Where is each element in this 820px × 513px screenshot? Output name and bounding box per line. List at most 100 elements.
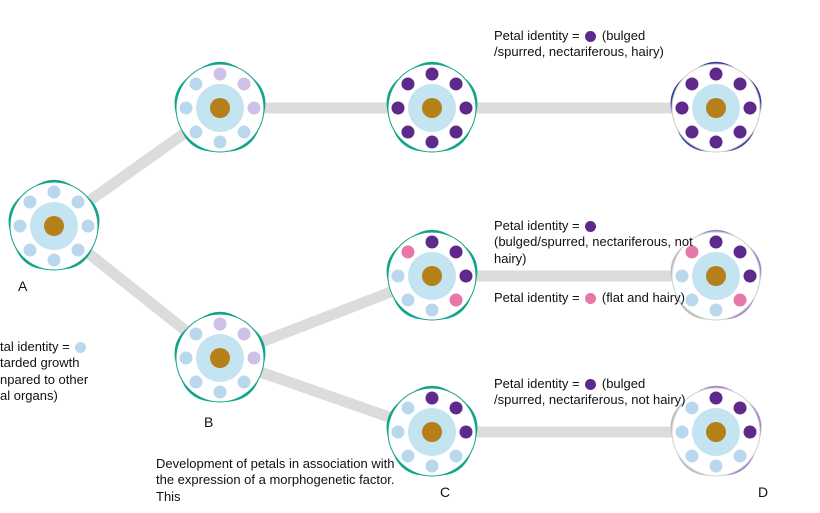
petal-dot xyxy=(450,245,463,258)
petal-dot xyxy=(189,126,202,139)
petal-dot xyxy=(401,126,414,139)
petal-dot xyxy=(392,270,405,283)
petal-dot xyxy=(72,244,85,257)
petal-dot xyxy=(710,236,723,249)
center-dot xyxy=(706,98,726,118)
color-dot xyxy=(585,293,596,304)
color-dot xyxy=(585,31,596,42)
flower-D_top xyxy=(658,50,774,169)
center-dot xyxy=(706,422,726,442)
label-line: npared to other xyxy=(0,372,140,388)
flower-B_top xyxy=(162,50,278,169)
petal-dot xyxy=(710,136,723,149)
label-line: tarded growth xyxy=(0,355,140,371)
petal-dot xyxy=(392,426,405,439)
petal-dot xyxy=(214,136,227,149)
petal-dot xyxy=(426,68,439,81)
center-dot xyxy=(210,348,230,368)
color-dot xyxy=(585,221,596,232)
petal-dot xyxy=(450,77,463,90)
center-dot xyxy=(422,266,442,286)
petal-dot xyxy=(189,327,202,340)
petal-dot xyxy=(685,126,698,139)
petal-dot xyxy=(238,126,251,139)
petal-dot xyxy=(180,352,193,365)
label-line: al organs) xyxy=(0,388,140,404)
flower-B_bot xyxy=(162,300,278,419)
petal-dot xyxy=(426,392,439,405)
petal-dot xyxy=(214,68,227,81)
petal-dot xyxy=(426,304,439,317)
petal-dot xyxy=(180,102,193,115)
petal-dot xyxy=(710,460,723,473)
petal-dot xyxy=(23,195,36,208)
label-suffix: (flat and hairy) xyxy=(598,290,685,305)
petal-dot xyxy=(82,220,95,233)
label-prefix: Petal identity = xyxy=(494,290,583,305)
flower-C_top xyxy=(374,50,490,169)
stage-label-D: D xyxy=(758,484,768,500)
label-left-frag: tal identity = tarded growthnpared to ot… xyxy=(0,339,140,404)
petal-dot xyxy=(401,294,414,307)
petal-dot xyxy=(23,244,36,257)
label-caption: Development of petals in association wit… xyxy=(156,456,416,505)
center-dot xyxy=(706,266,726,286)
label-top: Petal identity = (bulged /spurred, necta… xyxy=(494,28,694,61)
petal-dot xyxy=(426,236,439,249)
petal-dot xyxy=(710,392,723,405)
petal-dot xyxy=(676,270,689,283)
petal-dot xyxy=(426,460,439,473)
label-prefix: Petal identity = xyxy=(494,28,583,43)
petal-dot xyxy=(392,102,405,115)
label-suffix: (bulged/spurred, nectariferous, not hair… xyxy=(494,234,693,265)
petal-dot xyxy=(460,102,473,115)
petal-dot xyxy=(238,376,251,389)
stage-label-B: B xyxy=(204,414,213,430)
label-mid2: Petal identity = (flat and hairy) xyxy=(494,290,694,306)
petal-dot xyxy=(214,386,227,399)
center-dot xyxy=(422,422,442,442)
petal-dot xyxy=(401,77,414,90)
petal-dot xyxy=(48,186,61,199)
petal-dot xyxy=(744,270,757,283)
label-mid1: Petal identity = (bulged/spurred, nectar… xyxy=(494,218,694,267)
petal-dot xyxy=(734,294,747,307)
label-prefix: Petal identity = xyxy=(494,218,583,233)
petal-dot xyxy=(676,426,689,439)
label-prefix: Petal identity = xyxy=(494,376,583,391)
petal-dot xyxy=(238,77,251,90)
petal-dot xyxy=(685,450,698,463)
petal-dot xyxy=(426,136,439,149)
center-dot xyxy=(44,216,64,236)
center-dot xyxy=(210,98,230,118)
petal-dot xyxy=(401,401,414,414)
petal-dot xyxy=(450,126,463,139)
petal-dot xyxy=(676,102,689,115)
petal-dot xyxy=(238,327,251,340)
petal-dot xyxy=(744,102,757,115)
color-dot xyxy=(585,379,596,390)
stage-label-C: C xyxy=(440,484,450,500)
petal-dot xyxy=(450,450,463,463)
petal-dot xyxy=(734,401,747,414)
label-bot: Petal identity = (bulged /spurred, necta… xyxy=(494,376,694,409)
petal-dot xyxy=(14,220,27,233)
petal-dot xyxy=(744,426,757,439)
petal-dot xyxy=(189,77,202,90)
petal-dot xyxy=(48,254,61,267)
label-prefix: tal identity = xyxy=(0,339,73,354)
petal-dot xyxy=(189,376,202,389)
petal-dot xyxy=(710,304,723,317)
center-dot xyxy=(422,98,442,118)
petal-dot xyxy=(460,270,473,283)
petal-dot xyxy=(248,102,261,115)
petal-dot xyxy=(214,318,227,331)
petal-dot xyxy=(248,352,261,365)
petal-dot xyxy=(734,245,747,258)
petal-dot xyxy=(72,195,85,208)
petal-dot xyxy=(710,68,723,81)
flower-A xyxy=(0,168,112,287)
petal-dot xyxy=(685,77,698,90)
diagram-root: { "canvas": { "width": 820, "height": 51… xyxy=(0,0,820,513)
petal-dot xyxy=(450,401,463,414)
